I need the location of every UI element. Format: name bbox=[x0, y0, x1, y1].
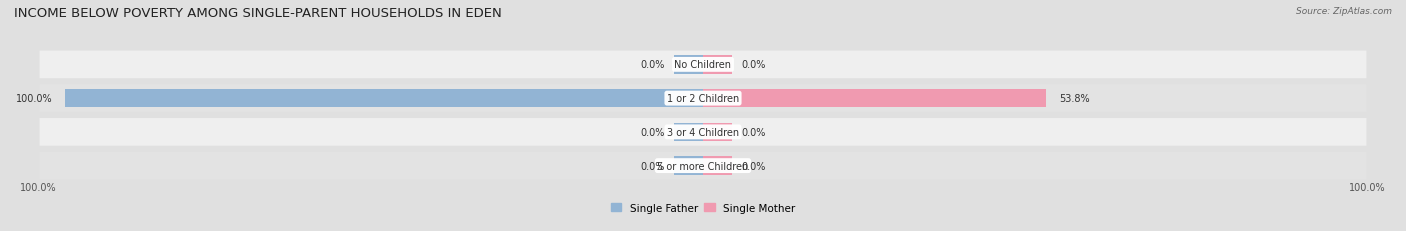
FancyBboxPatch shape bbox=[39, 85, 1367, 112]
Bar bbox=[675, 123, 703, 142]
FancyBboxPatch shape bbox=[39, 51, 1367, 79]
Text: Source: ZipAtlas.com: Source: ZipAtlas.com bbox=[1296, 7, 1392, 16]
Text: 1 or 2 Children: 1 or 2 Children bbox=[666, 94, 740, 104]
FancyBboxPatch shape bbox=[39, 119, 1367, 146]
Text: 100.0%: 100.0% bbox=[21, 182, 58, 192]
Text: 100.0%: 100.0% bbox=[1348, 182, 1385, 192]
Text: 0.0%: 0.0% bbox=[640, 60, 665, 70]
FancyBboxPatch shape bbox=[39, 152, 1367, 180]
Bar bbox=[675, 56, 703, 74]
Text: 3 or 4 Children: 3 or 4 Children bbox=[666, 127, 740, 137]
Bar bbox=[703, 56, 731, 74]
Text: 0.0%: 0.0% bbox=[640, 127, 665, 137]
Bar bbox=[703, 123, 731, 142]
Legend: Single Father, Single Mother: Single Father, Single Mother bbox=[607, 198, 799, 217]
Bar bbox=[675, 157, 703, 175]
Text: INCOME BELOW POVERTY AMONG SINGLE-PARENT HOUSEHOLDS IN EDEN: INCOME BELOW POVERTY AMONG SINGLE-PARENT… bbox=[14, 7, 502, 20]
Text: 0.0%: 0.0% bbox=[741, 127, 766, 137]
Text: 5 or more Children: 5 or more Children bbox=[658, 161, 748, 171]
Text: No Children: No Children bbox=[675, 60, 731, 70]
Text: 53.8%: 53.8% bbox=[1059, 94, 1090, 104]
Bar bbox=[65, 89, 703, 108]
Text: 100.0%: 100.0% bbox=[15, 94, 52, 104]
Text: 0.0%: 0.0% bbox=[640, 161, 665, 171]
Bar bbox=[703, 157, 731, 175]
Text: 0.0%: 0.0% bbox=[741, 161, 766, 171]
Text: 0.0%: 0.0% bbox=[741, 60, 766, 70]
Bar bbox=[703, 89, 1046, 108]
